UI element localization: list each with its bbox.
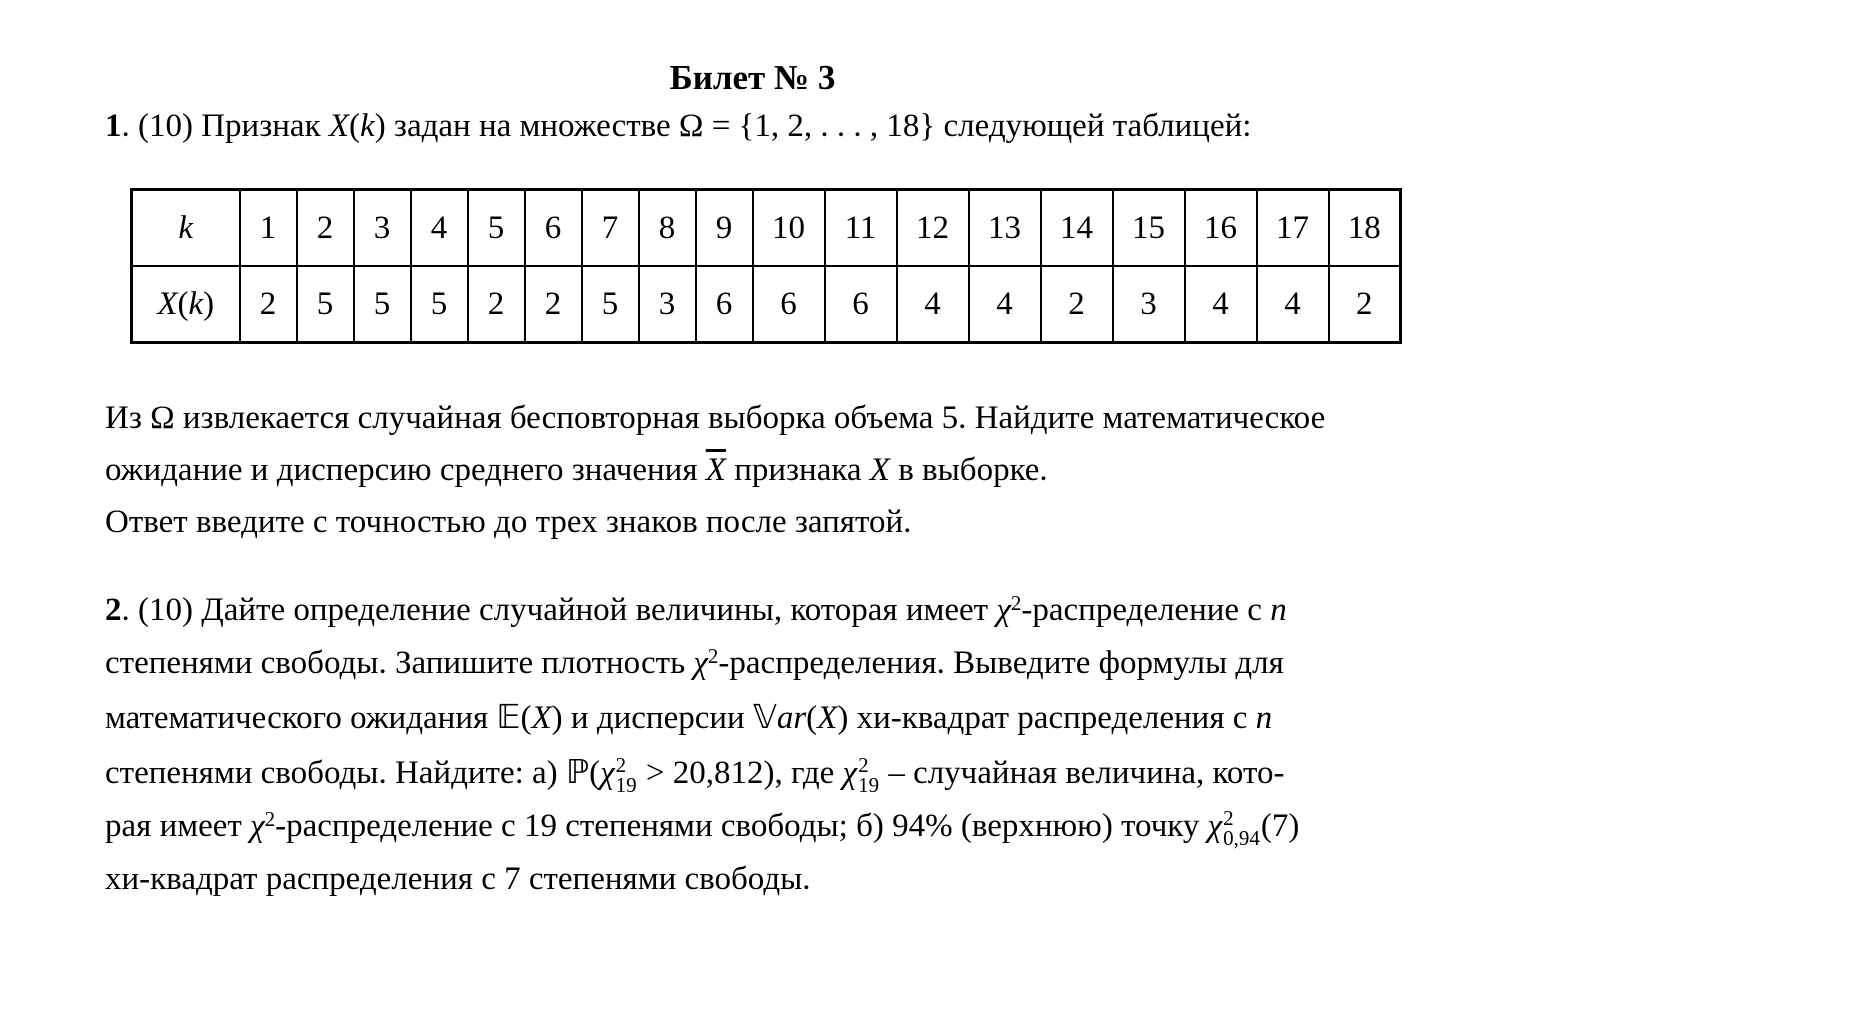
table-col-header: 2 <box>295 188 355 267</box>
table-header-row: k 1 2 3 4 5 6 7 8 9 10 11 12 13 14 15 16… <box>130 188 1402 267</box>
table-cell: 3 <box>637 265 697 344</box>
text-line: хи-квадрат распределения с 7 степенями с… <box>105 861 811 897</box>
text-line: степенями свободы. Найдите: а) ℙ(χ 2 19 > … <box>105 752 1285 798</box>
table-col-header: 12 <box>895 188 970 267</box>
text-line: 2. (10) Дайте определение случайной вели… <box>105 590 1287 628</box>
feature-table-wrap: k 1 2 3 4 5 6 7 8 9 10 11 12 13 14 15 16… <box>130 188 1402 344</box>
table-col-header: 14 <box>1039 188 1114 267</box>
table-values-row: X(k) 2 5 5 5 2 2 5 3 6 6 6 4 4 2 3 4 4 2 <box>130 265 1402 344</box>
table-cell: 5 <box>409 265 469 344</box>
table-cell: 6 <box>694 265 754 344</box>
table-cell: 5 <box>295 265 355 344</box>
text-line: Ответ введите с точностью до трех знаков… <box>105 504 912 540</box>
table-col-header: 5 <box>466 188 526 267</box>
text-line: степенями свободы. Запишите плотность χ2… <box>105 643 1284 681</box>
problem1-body: Из Ω извлекается случайная бесповторная … <box>105 392 1505 548</box>
text-line: рая имеет χ2-распределение с 19 степеням… <box>105 806 1300 851</box>
table-cell: 5 <box>352 265 412 344</box>
table-col-header: 18 <box>1327 188 1402 267</box>
text-line: ожидание и дисперсию среднего значения X… <box>105 452 1048 488</box>
table-col-header: 15 <box>1111 188 1186 267</box>
page-title: Билет № 3 <box>669 58 836 97</box>
table-cell: 3 <box>1111 265 1186 344</box>
table-cell: 2 <box>466 265 526 344</box>
table-col-header: 10 <box>751 188 826 267</box>
feature-table: k 1 2 3 4 5 6 7 8 9 10 11 12 13 14 15 16… <box>130 188 1402 344</box>
table-col-header: 1 <box>238 188 298 267</box>
table-col-header: 13 <box>967 188 1042 267</box>
table-cell: 4 <box>1255 265 1330 344</box>
table-col-header: 16 <box>1183 188 1258 267</box>
text-line: Из Ω извлекается случайная бесповторная … <box>105 400 1326 436</box>
table-cell: 4 <box>967 265 1042 344</box>
table-cell: 2 <box>523 265 583 344</box>
table-col-header: 4 <box>409 188 469 267</box>
table-col-header: 17 <box>1255 188 1330 267</box>
table-cell: 2 <box>1327 265 1402 344</box>
table-col-header: 11 <box>823 188 898 267</box>
table-col-header: 9 <box>694 188 754 267</box>
table-cell: 4 <box>895 265 970 344</box>
table-corner-label: k <box>130 188 241 267</box>
table-cell: 5 <box>580 265 640 344</box>
table-cell: 4 <box>1183 265 1258 344</box>
table-cell: 2 <box>1039 265 1114 344</box>
table-row-label: X(k) <box>130 265 241 344</box>
table-col-header: 8 <box>637 188 697 267</box>
table-col-header: 7 <box>580 188 640 267</box>
problem2-body: 2. (10) Дайте определение случайной вели… <box>105 584 1505 906</box>
table-cell: 6 <box>823 265 898 344</box>
problem1-intro: 1. (10) Признак X(k) задан на множестве … <box>105 108 1252 144</box>
text-line: математического ожидания 𝔼(X) и дисперси… <box>105 697 1273 736</box>
table-cell: 6 <box>751 265 826 344</box>
table-col-header: 3 <box>352 188 412 267</box>
table-cell: 2 <box>238 265 298 344</box>
table-col-header: 6 <box>523 188 583 267</box>
